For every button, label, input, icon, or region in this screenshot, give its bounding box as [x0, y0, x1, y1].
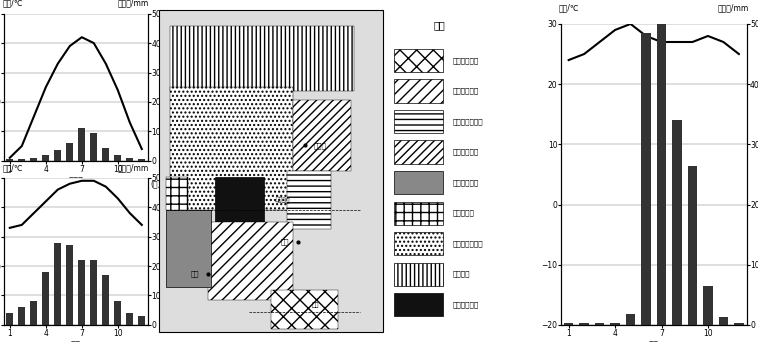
Bar: [126, 313, 133, 325]
Bar: [55, 242, 61, 325]
Bar: [735, 323, 744, 325]
Bar: [42, 155, 49, 161]
X-axis label: 哈尔滨: 哈尔滨: [68, 177, 83, 186]
Bar: [166, 177, 188, 210]
Bar: [66, 143, 74, 161]
Text: 降水量/mm: 降水量/mm: [118, 163, 149, 172]
Bar: [271, 290, 338, 329]
X-axis label: 孟买: 孟买: [649, 341, 659, 342]
Text: 温带大陆性气候: 温带大陆性气候: [453, 240, 483, 247]
Text: 图例: 图例: [434, 20, 445, 30]
Bar: [579, 323, 589, 325]
Bar: [393, 263, 443, 286]
Text: 气温/℃: 气温/℃: [2, 163, 23, 172]
Bar: [6, 159, 14, 161]
Bar: [166, 210, 211, 287]
Bar: [6, 313, 14, 325]
Text: 气温/℃: 气温/℃: [2, 0, 23, 8]
Bar: [66, 246, 74, 325]
Bar: [703, 286, 713, 325]
Bar: [215, 177, 265, 229]
Bar: [393, 110, 443, 133]
Text: 赤道: 赤道: [312, 303, 319, 308]
Bar: [30, 158, 37, 161]
Bar: [393, 141, 443, 163]
Text: 地中海气候: 地中海气候: [453, 210, 475, 216]
Bar: [114, 155, 121, 161]
Bar: [393, 232, 443, 255]
Bar: [18, 307, 26, 325]
Text: 广州: 广州: [280, 238, 289, 245]
Text: 亚热带季风气候: 亚热带季风气候: [453, 118, 483, 125]
Text: 北回归线: 北回归线: [274, 197, 290, 204]
Text: 降水量/mm: 降水量/mm: [717, 3, 748, 12]
Bar: [208, 222, 293, 300]
Bar: [393, 293, 443, 316]
Text: 热带雨林气候: 热带雨林气候: [453, 57, 478, 64]
Bar: [719, 317, 728, 325]
Bar: [126, 158, 133, 161]
Text: 热带季风气候: 热带季风气候: [453, 88, 478, 94]
Bar: [610, 323, 620, 325]
Text: 降水量/mm: 降水量/mm: [118, 0, 149, 8]
Bar: [688, 166, 697, 325]
X-axis label: 广州: 广州: [70, 341, 81, 342]
Bar: [393, 171, 443, 194]
Text: 孟买: 孟买: [191, 271, 199, 277]
Bar: [393, 49, 443, 72]
Bar: [102, 275, 109, 325]
Bar: [114, 301, 121, 325]
Text: 气温/℃: 气温/℃: [559, 3, 580, 12]
Bar: [102, 147, 109, 161]
Bar: [564, 323, 573, 325]
Text: 高原山地气候: 高原山地气候: [453, 301, 478, 308]
Bar: [171, 88, 293, 210]
Text: 哈尔滨: 哈尔滨: [314, 142, 326, 148]
Bar: [595, 323, 604, 325]
Bar: [30, 301, 37, 325]
Bar: [55, 150, 61, 161]
Text: 寒带气候: 寒带气候: [453, 271, 470, 277]
Bar: [293, 100, 352, 171]
Text: 温带季风气候: 温带季风气候: [453, 149, 478, 155]
Bar: [78, 128, 86, 161]
Bar: [672, 120, 681, 325]
Bar: [393, 201, 443, 225]
Bar: [657, 0, 666, 325]
Text: (月): (月): [151, 180, 161, 189]
Bar: [42, 272, 49, 325]
Bar: [138, 159, 146, 161]
Bar: [138, 316, 146, 325]
Bar: [18, 159, 26, 161]
Bar: [626, 314, 635, 325]
Text: 热带沙漠气候: 热带沙漠气候: [453, 179, 478, 186]
Bar: [641, 33, 650, 325]
Bar: [393, 79, 443, 103]
Bar: [90, 133, 97, 161]
Bar: [90, 260, 97, 325]
Bar: [78, 260, 86, 325]
Bar: [171, 26, 354, 91]
Bar: [287, 171, 331, 229]
